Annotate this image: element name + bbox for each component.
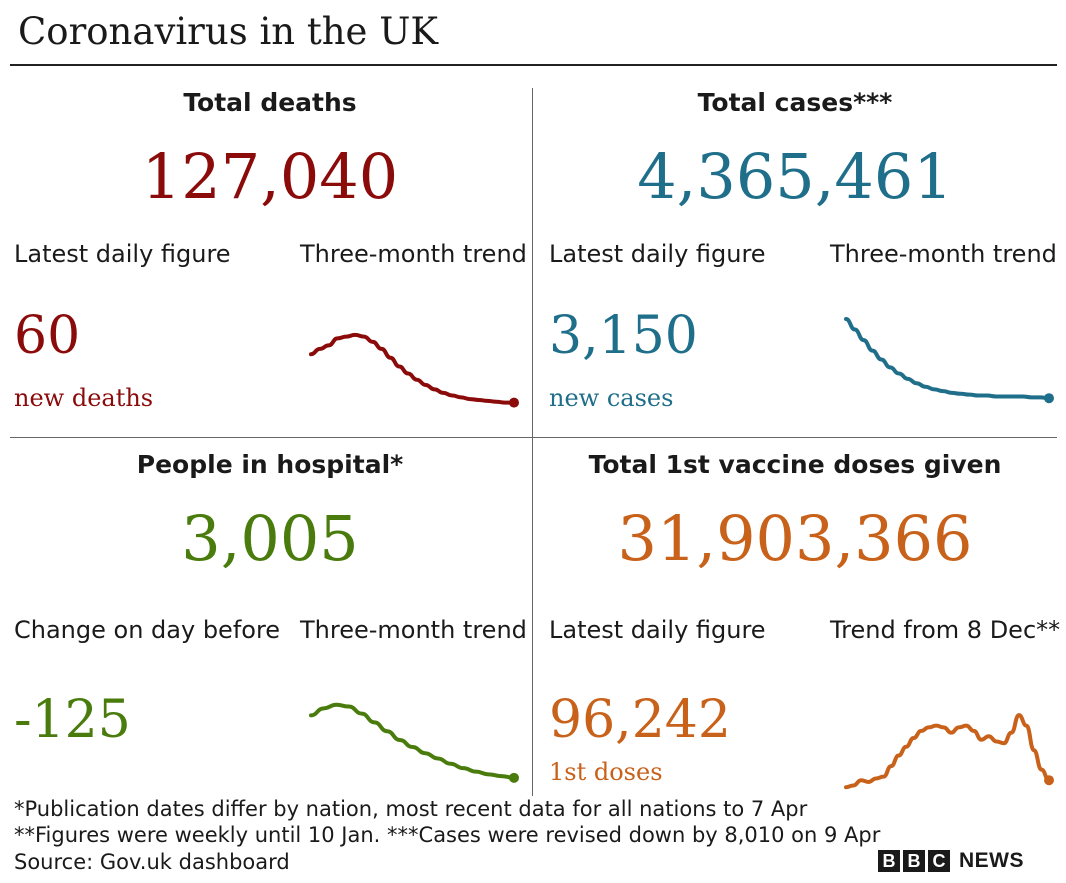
cases-daily-label: Latest daily figure [549, 240, 766, 268]
cases-panel: Total cases*** 4,365,461 Latest daily fi… [545, 88, 1065, 438]
bbc-news-logo: B B C NEWS [878, 849, 1024, 873]
title-rule [10, 64, 1057, 66]
bbc-logo-letter: C [928, 850, 950, 872]
bbc-logo-news: NEWS [959, 849, 1024, 872]
vaccine-daily-label: Latest daily figure [549, 616, 766, 644]
vaccine-trend-label: Trend from 8 Dec** [830, 616, 1061, 644]
cases-heading: Total cases*** [697, 88, 893, 117]
page-title: Coronavirus in the UK [18, 10, 439, 53]
cases-daily-note: new cases [549, 384, 674, 412]
horizontal-divider [10, 437, 1057, 438]
deaths-trend-line [309, 332, 516, 405]
footnote-2: **Figures were weekly until 10 Jan. ***C… [14, 823, 881, 847]
hospital-trend-label: Three-month trend [300, 616, 527, 644]
source-note: Source: Gov.uk dashboard [14, 850, 290, 874]
cases-total: 4,365,461 [637, 140, 953, 213]
deaths-heading: Total deaths [183, 88, 357, 117]
vaccine-panel: Total 1st vaccine doses given 31,903,366… [545, 450, 1065, 800]
cases-trend-end-point [1044, 393, 1054, 404]
hospital-total: 3,005 [181, 502, 359, 575]
vaccine-daily-note: 1st doses [549, 758, 663, 786]
deaths-trend-end-point [509, 397, 519, 408]
hospital-change-value: -125 [14, 690, 131, 750]
bbc-logo-letter: B [878, 850, 900, 872]
cases-trend-line [844, 317, 1051, 401]
cases-trend-sparkline [844, 317, 1054, 404]
deaths-daily-note: new deaths [14, 384, 154, 412]
vaccine-heading: Total 1st vaccine doses given [588, 450, 1002, 479]
cases-daily-value: 3,150 [549, 306, 698, 366]
deaths-panel: Total deaths 127,040 Latest daily figure… [10, 88, 530, 438]
hospital-change-label: Change on day before [14, 616, 281, 644]
deaths-trend-sparkline [309, 332, 519, 408]
hospital-trend-end-point [509, 772, 519, 783]
vaccine-trend-line [844, 713, 1051, 790]
deaths-daily-label: Latest daily figure [14, 240, 231, 268]
vaccine-daily-value: 96,242 [549, 690, 731, 750]
hospital-panel: People in hospital* 3,005 Change on day … [10, 450, 530, 800]
vaccine-trend-end-point [1044, 775, 1054, 786]
vaccine-total: 31,903,366 [617, 502, 973, 575]
deaths-trend-label: Three-month trend [300, 240, 527, 268]
hospital-trend-line [309, 702, 516, 780]
footnote-1: *Publication dates differ by nation, mos… [14, 797, 808, 821]
deaths-daily-value: 60 [14, 306, 81, 366]
vaccine-trend-sparkline [844, 713, 1054, 790]
deaths-total: 127,040 [141, 140, 399, 213]
cases-trend-label: Three-month trend [830, 240, 1057, 268]
vertical-divider [532, 88, 533, 796]
hospital-heading: People in hospital* [136, 450, 404, 479]
bbc-logo-letter: B [903, 850, 925, 872]
hospital-trend-sparkline [309, 702, 519, 783]
